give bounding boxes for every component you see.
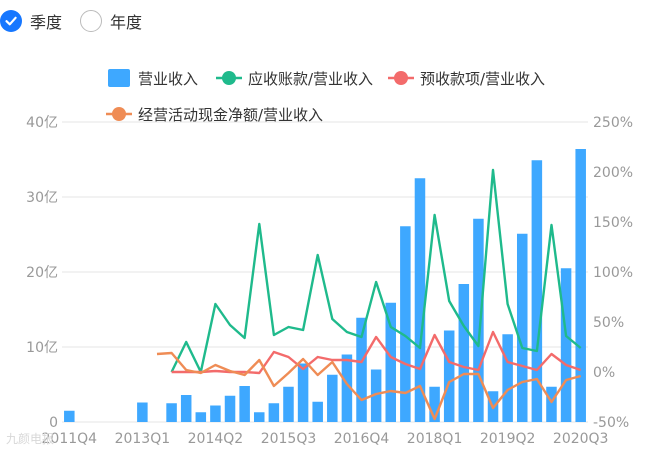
ratio-lines <box>156 168 582 421</box>
right-tick-label: 200% <box>593 165 633 181</box>
revenue-bar <box>166 403 177 422</box>
revenue-bar <box>516 233 528 422</box>
revenue-bar <box>268 403 280 422</box>
x-tick-label: 2018Q1 <box>407 431 463 447</box>
revenue-bar <box>64 410 75 422</box>
right-tick-label: 250% <box>593 115 633 131</box>
legend-label: 应收账款/营业收入 <box>248 70 373 88</box>
revenue-bar <box>458 284 470 422</box>
x-tick-label: 2019Q2 <box>480 431 536 447</box>
revenue-bar <box>224 395 236 422</box>
option-yearly-label: 年度 <box>110 13 143 32</box>
x-tick-label: 2015Q3 <box>261 431 317 447</box>
legend-dot-icon <box>222 71 236 85</box>
revenue-bar <box>502 334 513 422</box>
revenue-bar <box>253 412 265 422</box>
legend-label: 营业收入 <box>138 70 198 88</box>
right-tick-label: -50% <box>593 415 629 431</box>
revenue-bar <box>546 386 557 422</box>
x-tick-label: 2011Q4 <box>42 431 98 447</box>
checked-radio-icon <box>0 10 22 32</box>
option-quarterly-label: 季度 <box>30 13 63 32</box>
revenue-bar <box>385 302 397 422</box>
unchecked-radio-icon <box>80 10 103 32</box>
x-tick-label: 2020Q3 <box>553 431 609 447</box>
revenue-bar <box>443 330 455 422</box>
legend-label: 预收款项/营业收入 <box>420 70 545 88</box>
x-tick-label: 2016Q4 <box>334 431 390 447</box>
revenue-bar <box>312 401 323 422</box>
revenue-bar <box>327 374 338 422</box>
revenue-bar <box>560 268 572 422</box>
revenue-bar <box>429 386 440 422</box>
legend-bar-icon <box>108 69 130 87</box>
chart-axes: 0 10亿 20亿 30亿 40亿 -50% 0% 50% 100% 150% 200% 250% 20… <box>26 115 633 447</box>
watermark-text: 九颜电报 <box>6 432 55 446</box>
revenue-bar <box>239 386 250 422</box>
left-tick-label: 10亿 <box>26 340 58 356</box>
revenue-bar <box>370 369 382 422</box>
revenue-bar <box>180 395 192 422</box>
revenue-bar <box>210 405 221 422</box>
right-tick-label: 50% <box>593 315 624 331</box>
legend-label: 经营活动现金净额/营业收入 <box>138 106 323 124</box>
option-quarterly[interactable]: 季度 <box>0 9 62 33</box>
legend-dot-icon <box>394 71 408 85</box>
option-yearly[interactable]: 年度 <box>80 9 142 33</box>
receivables-ratio-line <box>170 168 582 374</box>
revenue-bar <box>400 226 411 422</box>
revenue-bar <box>297 363 309 422</box>
revenue-bar <box>414 178 426 422</box>
legend-dot-icon <box>112 107 126 121</box>
left-tick-label: 0 <box>49 415 58 431</box>
revenue-bar <box>341 354 353 422</box>
revenue-bars <box>64 149 586 422</box>
left-tick-label: 40亿 <box>26 115 58 131</box>
x-tick-label: 2013Q1 <box>115 431 171 447</box>
revenue-bar <box>356 317 367 422</box>
period-toggle: 季度 年度 <box>0 6 160 36</box>
revenue-bar <box>283 386 294 422</box>
right-tick-label: 100% <box>593 265 633 281</box>
right-tick-label: 0% <box>593 365 615 381</box>
x-tick-label: 2014Q2 <box>188 431 244 447</box>
revenue-bar <box>531 160 543 422</box>
cashflow-ratio-line <box>156 351 582 421</box>
right-tick-label: 150% <box>593 215 633 231</box>
advance-ratio-line <box>171 330 582 375</box>
left-tick-label: 30亿 <box>26 190 58 206</box>
revenue-bar <box>195 412 207 422</box>
revenue-bar <box>575 149 586 422</box>
revenue-bar <box>473 218 484 422</box>
left-tick-label: 20亿 <box>26 265 58 281</box>
revenue-bar <box>137 402 148 422</box>
